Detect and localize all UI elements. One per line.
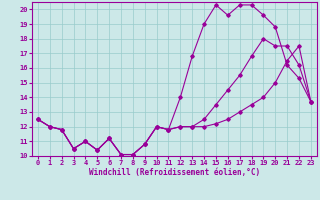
X-axis label: Windchill (Refroidissement éolien,°C): Windchill (Refroidissement éolien,°C): [89, 168, 260, 177]
